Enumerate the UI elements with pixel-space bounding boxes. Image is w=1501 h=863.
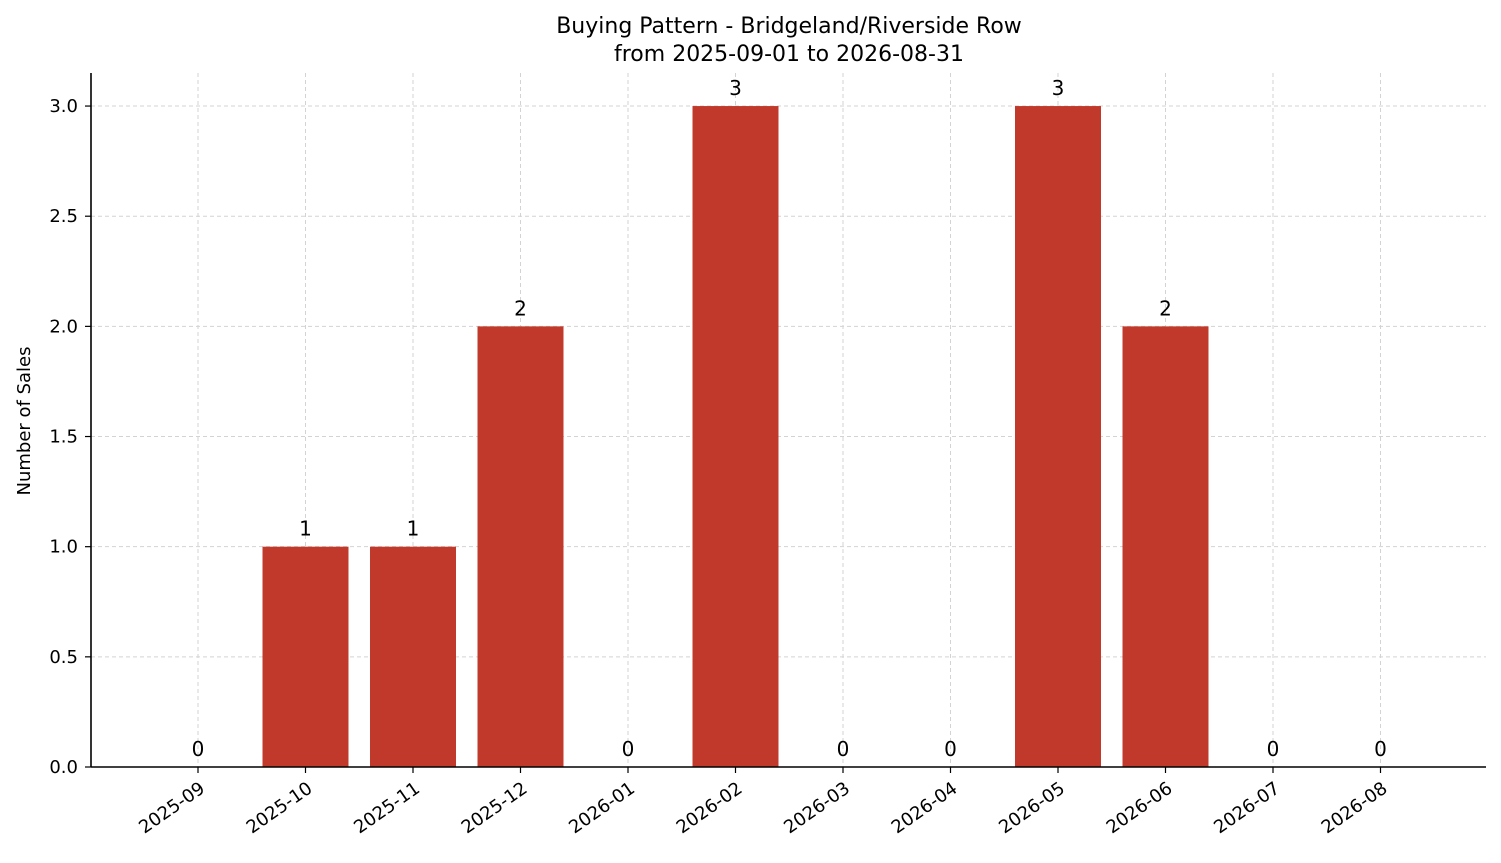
x-tick-label: 2026-03 <box>780 778 854 838</box>
bar-value-label: 0 <box>1267 737 1280 761</box>
bar-value-label: 0 <box>1374 737 1387 761</box>
y-axis-label: Number of Sales <box>14 346 35 495</box>
x-tick-label: 2025-09 <box>135 778 209 838</box>
y-tick-label: 0.0 <box>49 757 78 778</box>
bar-value-label: 0 <box>944 737 957 761</box>
bars <box>262 106 1209 768</box>
chart-title-line-1: Buying Pattern - Bridgeland/Riverside Ro… <box>556 14 1022 39</box>
axes <box>90 73 1486 768</box>
bar-2025-11 <box>370 546 456 767</box>
bar-2025-12 <box>477 326 564 767</box>
bar-value-labels: 0 1 1 2 0 3 0 0 3 2 0 0 <box>192 76 1387 761</box>
y-axis-ticks: 0.0 0.5 1.0 1.5 2.0 2.5 3.0 <box>49 96 91 778</box>
bar-value-label: 0 <box>837 737 850 761</box>
bar-value-label: 0 <box>192 737 205 761</box>
x-tick-label: 2026-08 <box>1318 778 1392 838</box>
bar-2025-10 <box>262 546 349 767</box>
x-tick-label: 2025-12 <box>458 778 532 838</box>
x-tick-label: 2026-06 <box>1103 778 1177 838</box>
x-tick-label: 2026-04 <box>888 778 962 838</box>
y-tick-label: 0.5 <box>49 647 78 668</box>
chart-title: Buying Pattern - Bridgeland/Riverside Ro… <box>556 14 1022 67</box>
bar-2026-02 <box>692 106 779 768</box>
bar-value-label: 2 <box>1159 296 1172 320</box>
bar-value-label: 3 <box>1052 76 1065 100</box>
bar-2026-06 <box>1122 326 1209 767</box>
x-tick-label: 2026-02 <box>673 778 747 838</box>
x-tick-label: 2025-11 <box>350 778 424 838</box>
bar-value-label: 1 <box>299 517 312 541</box>
y-tick-label: 2.5 <box>49 206 78 227</box>
x-tick-label: 2026-01 <box>565 778 639 838</box>
x-tick-label: 2026-07 <box>1210 778 1284 838</box>
y-tick-label: 1.5 <box>49 427 78 448</box>
bar-value-label: 3 <box>729 76 742 100</box>
chart-title-line-2: from 2025-09-01 to 2026-08-31 <box>614 42 964 67</box>
y-tick-label: 3.0 <box>49 96 78 117</box>
bar-value-label: 0 <box>622 737 635 761</box>
y-tick-label: 2.0 <box>49 316 78 337</box>
x-tick-label: 2025-10 <box>243 778 317 838</box>
bar-value-label: 1 <box>407 517 420 541</box>
x-tick-label: 2026-05 <box>995 778 1069 838</box>
x-axis-ticks: 2025-09 2025-10 2025-11 2025-12 2026-01 2026-… <box>135 767 1391 838</box>
y-tick-label: 1.0 <box>49 537 78 558</box>
bar-2026-05 <box>1015 106 1101 768</box>
bar-value-label: 2 <box>514 296 527 320</box>
